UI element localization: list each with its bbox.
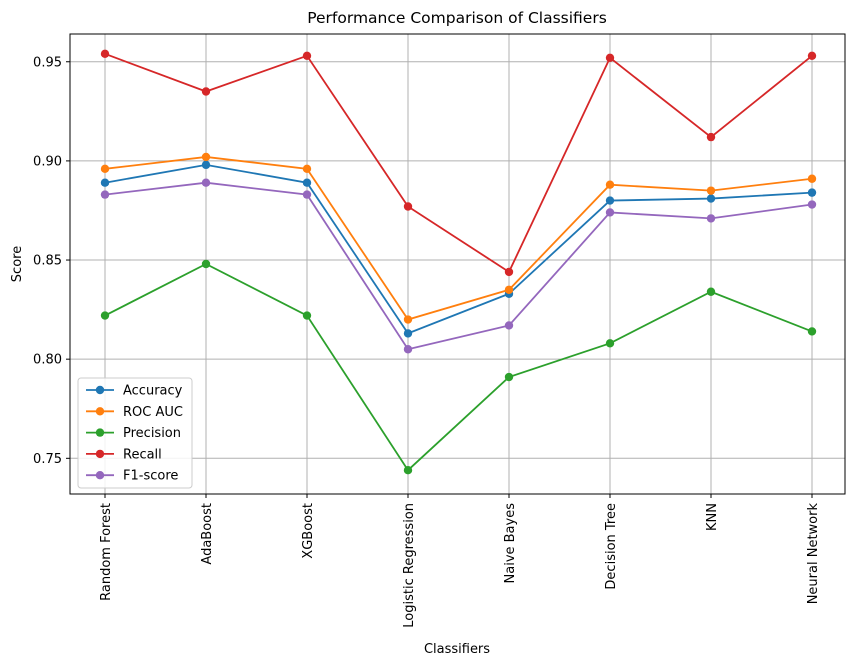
data-point bbox=[504, 372, 514, 382]
legend-label: F1-score bbox=[123, 469, 178, 484]
data-point bbox=[302, 190, 312, 199]
data-point bbox=[605, 208, 615, 217]
y-tick-label: 0.90 bbox=[33, 154, 62, 169]
data-point bbox=[706, 287, 716, 296]
x-tick-label: KNN bbox=[705, 503, 720, 531]
data-point bbox=[201, 160, 211, 170]
y-tick-label: 0.80 bbox=[33, 353, 62, 368]
data-point bbox=[807, 188, 817, 197]
data-point bbox=[100, 178, 110, 187]
data-point bbox=[201, 178, 211, 187]
data-point bbox=[706, 186, 716, 195]
legend-item: Precision bbox=[86, 426, 181, 441]
legend-item: F1-score bbox=[86, 469, 178, 484]
series-line bbox=[104, 163, 813, 335]
x-axis-label: Classifiers bbox=[424, 642, 490, 657]
y-tick-label: 0.95 bbox=[33, 55, 62, 70]
x-tick-label: AdaBoost bbox=[200, 503, 215, 565]
legend-marker bbox=[95, 385, 105, 395]
legend-label: Accuracy bbox=[123, 384, 183, 399]
x-tick-label: Decision Tree bbox=[604, 503, 619, 590]
series-f1-score bbox=[100, 178, 817, 354]
y-tick-label: 0.85 bbox=[33, 254, 62, 269]
data-point bbox=[605, 339, 615, 348]
data-point bbox=[605, 53, 615, 62]
data-point bbox=[504, 321, 514, 330]
series-line bbox=[104, 262, 813, 472]
data-point bbox=[201, 87, 211, 96]
series-line bbox=[104, 181, 813, 351]
legend-label: ROC AUC bbox=[123, 405, 183, 420]
legend-marker bbox=[95, 471, 105, 480]
plot-frame bbox=[69, 33, 846, 495]
chart-title: Performance Comparison of Classifiers bbox=[307, 9, 607, 27]
legend-item: Accuracy bbox=[86, 384, 183, 399]
data-point bbox=[706, 214, 716, 223]
legend-box bbox=[77, 377, 193, 489]
x-tick-label: Naive Bayes bbox=[503, 503, 518, 584]
data-point bbox=[403, 202, 413, 211]
legend-item: Recall bbox=[86, 447, 162, 462]
data-point bbox=[706, 194, 716, 203]
data-point bbox=[100, 164, 110, 174]
data-point bbox=[403, 315, 413, 324]
data-point bbox=[302, 164, 312, 174]
x-tick-label: Logistic Regression bbox=[402, 503, 417, 628]
legend-item: ROC AUC bbox=[86, 405, 183, 420]
data-point bbox=[302, 51, 312, 61]
data-point bbox=[605, 196, 615, 205]
data-point bbox=[504, 267, 514, 277]
series-line bbox=[104, 52, 813, 274]
legend-marker bbox=[95, 428, 105, 437]
y-tick-label: 0.75 bbox=[33, 452, 62, 467]
data-point bbox=[504, 285, 514, 294]
y-axis: 0.75 0.80 0.85 0.90 0.95 bbox=[33, 55, 70, 467]
series-accuracy bbox=[100, 160, 817, 338]
legend-label: Precision bbox=[123, 426, 181, 441]
data-point bbox=[201, 152, 211, 162]
data-point bbox=[100, 190, 110, 199]
data-point bbox=[403, 345, 413, 354]
data-point bbox=[302, 178, 312, 187]
series-line bbox=[104, 156, 813, 321]
x-tick-label: Neural Network bbox=[806, 503, 821, 605]
data-point bbox=[201, 259, 211, 269]
legend-label: Recall bbox=[123, 447, 162, 462]
data-point bbox=[807, 200, 817, 209]
series-precision bbox=[100, 259, 817, 475]
data-point bbox=[403, 329, 413, 338]
data-point bbox=[403, 466, 413, 475]
y-axis-label: Score bbox=[10, 246, 25, 282]
data-point bbox=[807, 174, 817, 183]
x-axis: Random Forest AdaBoost XGBoost Logistic Reg… bbox=[99, 494, 821, 628]
legend-marker bbox=[95, 449, 105, 459]
data-point bbox=[807, 51, 817, 61]
grid bbox=[70, 34, 845, 494]
data-point bbox=[605, 180, 615, 189]
data-point bbox=[706, 132, 716, 142]
data-point bbox=[807, 327, 817, 336]
series-layer bbox=[100, 49, 817, 475]
series-roc-auc bbox=[100, 152, 817, 324]
legend-marker bbox=[95, 407, 105, 416]
series-recall bbox=[100, 49, 817, 277]
data-point bbox=[100, 311, 110, 320]
legend: Accuracy ROC AUC Precision Recall F1-score bbox=[77, 377, 193, 489]
data-point bbox=[100, 49, 110, 59]
data-point bbox=[302, 311, 312, 320]
x-tick-label: Random Forest bbox=[99, 503, 114, 601]
x-tick-label: XGBoost bbox=[301, 503, 316, 559]
